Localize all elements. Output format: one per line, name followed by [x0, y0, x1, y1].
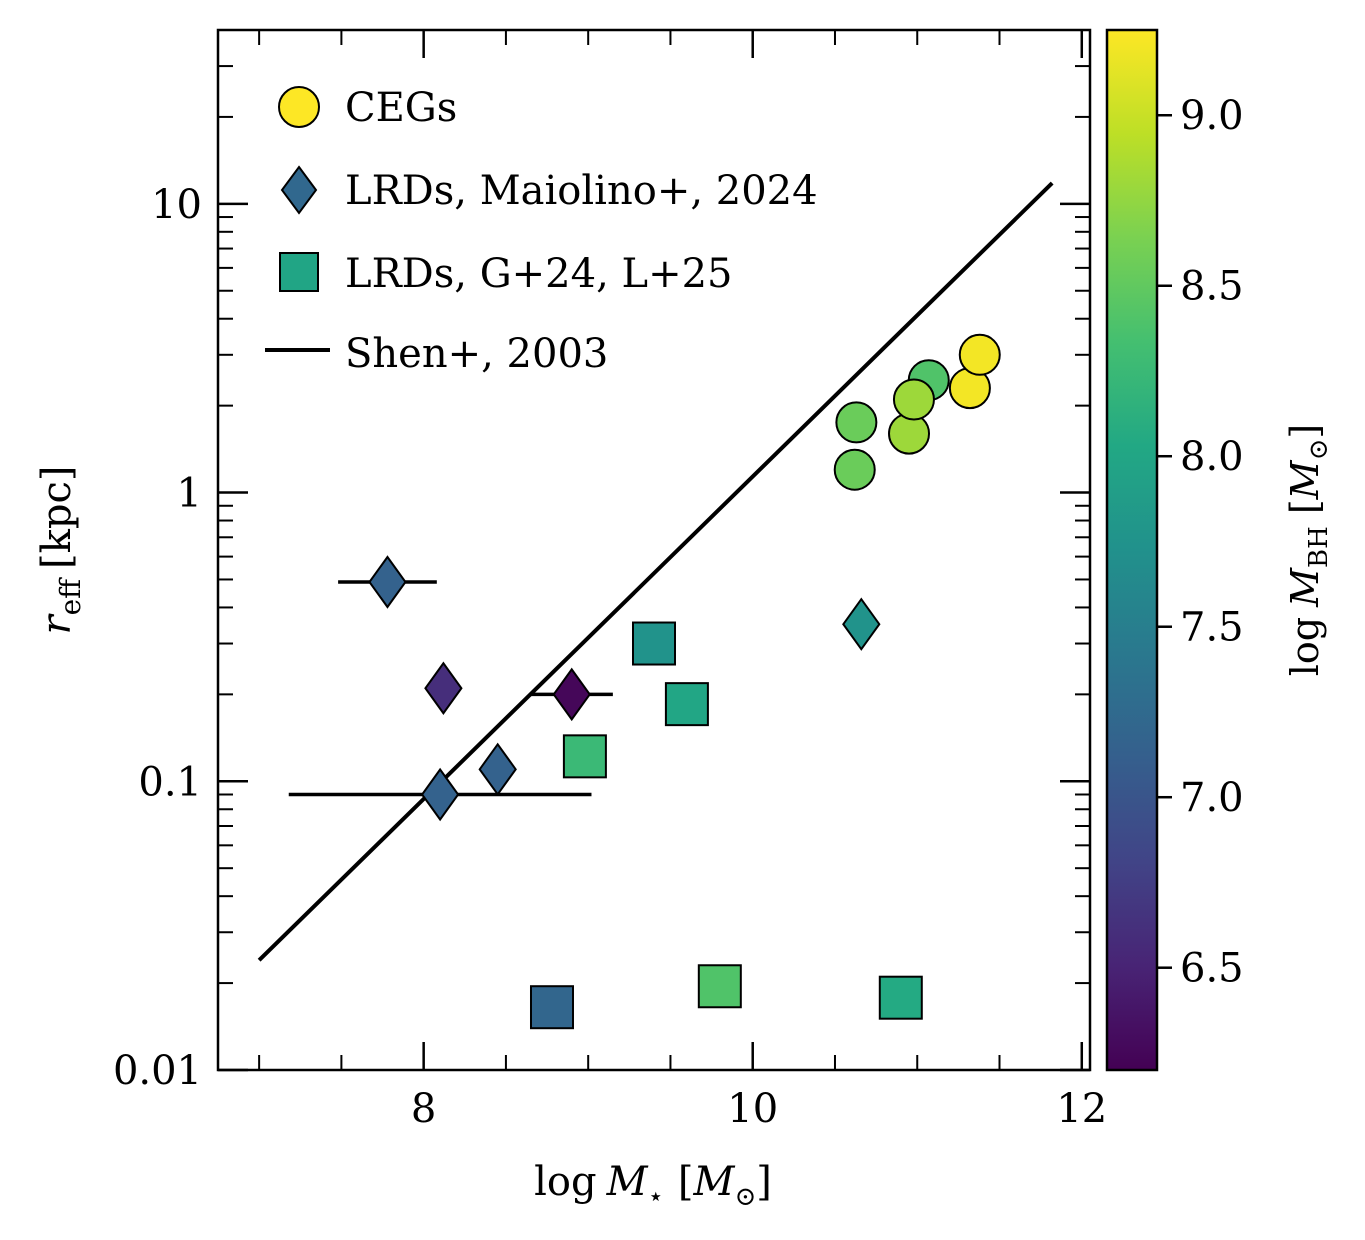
y-tick-label: 1 — [177, 471, 202, 517]
legend-label-lrds-g24-l25: LRDs, G+24, L+25 — [345, 251, 732, 297]
legend-marker-lrds-g24-l25 — [279, 252, 319, 292]
colorbar-tick-label: 9.0 — [1180, 93, 1244, 139]
shen-2003-line — [257, 181, 1054, 962]
y-axis-label: reff[kpc] — [34, 465, 87, 634]
legend-label-shen: Shen+, 2003 — [345, 331, 608, 377]
square-marker-2-0 — [632, 621, 676, 666]
x-tick-label: 10 — [727, 1086, 778, 1132]
diamond-marker-1-4 — [420, 767, 460, 822]
y-tick-label: 0.1 — [138, 759, 202, 805]
square-marker-2-5 — [878, 975, 923, 1020]
square-marker-2-3 — [529, 985, 574, 1030]
colorbar-tick-label: 7.5 — [1180, 605, 1244, 651]
legend-label-cegs: CEGs — [345, 85, 457, 131]
legend-label-lrds-maiolino: LRDs, Maiolino+, 2024 — [345, 168, 818, 214]
axis-ticks: 8 10 12 0.01 0.1 1 10 — [113, 29, 1107, 1132]
colorbar: 6.5 7.0 7.5 8.0 8.5 9.0 logMBH[M⊙] — [1105, 28, 1334, 1072]
plot-frame — [216, 28, 1092, 1072]
marker-layer — [368, 333, 1001, 1030]
y-tick-label: 10 — [151, 182, 202, 228]
circle-marker-0-6 — [958, 333, 1001, 376]
square-marker-2-2 — [562, 734, 607, 779]
diamond-marker-1-3 — [478, 742, 517, 797]
x-tick-label: 8 — [411, 1086, 436, 1132]
diamond-marker-1-2 — [552, 667, 591, 722]
legend: CEGs LRDs, Maiolino+, 2024 LRDs, G+24, L… — [265, 85, 818, 377]
colorbar-tick-label: 6.5 — [1180, 946, 1244, 992]
diamond-marker-1-5 — [842, 597, 881, 651]
colorbar-tick-label: 7.0 — [1180, 775, 1244, 821]
plot-area: 8 10 12 0.01 0.1 1 10 — [113, 28, 1107, 1132]
colorbar-tick-label: 8.5 — [1180, 264, 1244, 310]
square-marker-2-4 — [697, 964, 742, 1009]
x-axis-label: log M⋆ [M⊙] — [534, 1159, 772, 1212]
diamond-marker-1-1 — [424, 661, 463, 715]
relation-line-layer — [257, 181, 1054, 962]
colorbar-tick-label: 8.0 — [1180, 434, 1244, 480]
y-tick-label: 0.01 — [113, 1048, 202, 1094]
colorbar-gradient — [1105, 28, 1159, 1072]
legend-marker-lrds-maiolino — [280, 165, 318, 215]
circle-marker-0-1 — [835, 401, 878, 444]
colorbar-ticks: 6.5 7.0 7.5 8.0 8.5 9.0 — [1157, 93, 1244, 992]
colorbar-label: logMBH[M⊙] — [1283, 424, 1334, 676]
diamond-marker-1-0 — [368, 555, 407, 609]
legend-marker-cegs — [278, 86, 320, 128]
square-marker-2-1 — [664, 682, 709, 727]
circle-marker-0-0 — [833, 448, 876, 491]
x-tick-label: 12 — [1056, 1086, 1107, 1132]
circle-marker-0-4 — [892, 378, 935, 421]
